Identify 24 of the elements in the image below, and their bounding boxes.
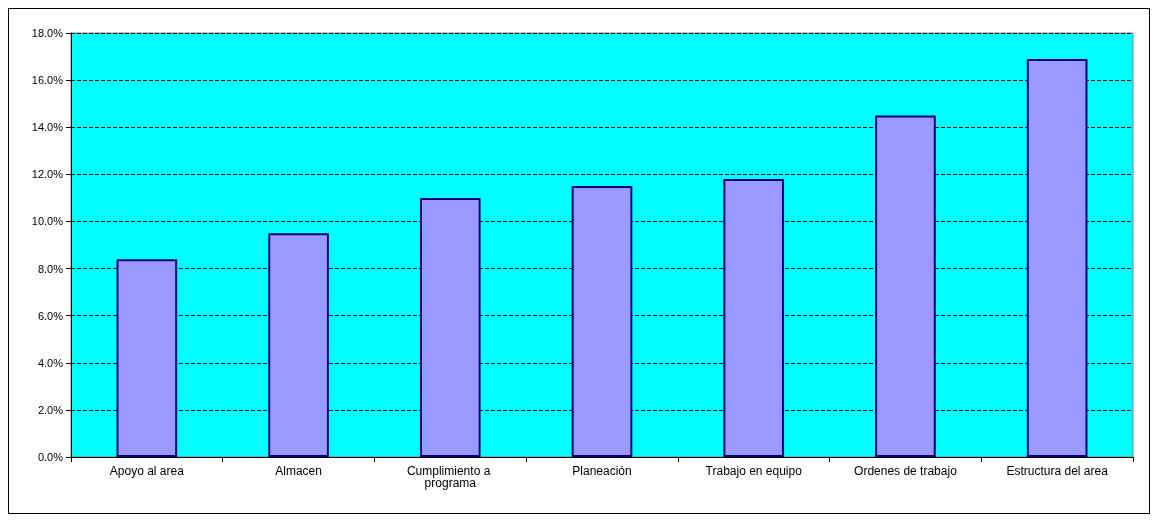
y-tick-label: 6.0% xyxy=(37,309,64,322)
bar xyxy=(875,115,936,457)
y-tick-label: 14.0% xyxy=(31,121,64,134)
bar xyxy=(116,259,178,457)
bar xyxy=(571,186,633,457)
bar xyxy=(723,179,785,457)
x-tick-label: Almacen xyxy=(275,464,322,478)
y-tick-label: 2.0% xyxy=(37,403,64,416)
x-tick-label: Trabajo en equipo xyxy=(705,464,803,478)
x-tick-label: Apoyo al area xyxy=(109,464,185,478)
y-tick-label: 4.0% xyxy=(37,356,64,369)
y-tick-label: 12.0% xyxy=(31,168,64,181)
y-tick-label: 10.0% xyxy=(31,215,64,228)
x-tick-label: Planeación xyxy=(572,464,632,478)
y-tick-label: 18.0% xyxy=(31,27,64,39)
y-tick-label: 8.0% xyxy=(37,262,64,275)
bar xyxy=(268,233,329,457)
bar xyxy=(1026,58,1088,457)
x-tick-label: Ordenes de trabajo xyxy=(854,464,958,478)
y-tick-label: 0.0% xyxy=(37,451,64,463)
y-tick-label: 16.0% xyxy=(31,74,64,87)
x-tick-label: Estructura del area xyxy=(1006,464,1109,478)
bar xyxy=(419,197,481,457)
x-tick-label: Cumplimiento a programa xyxy=(406,464,494,490)
